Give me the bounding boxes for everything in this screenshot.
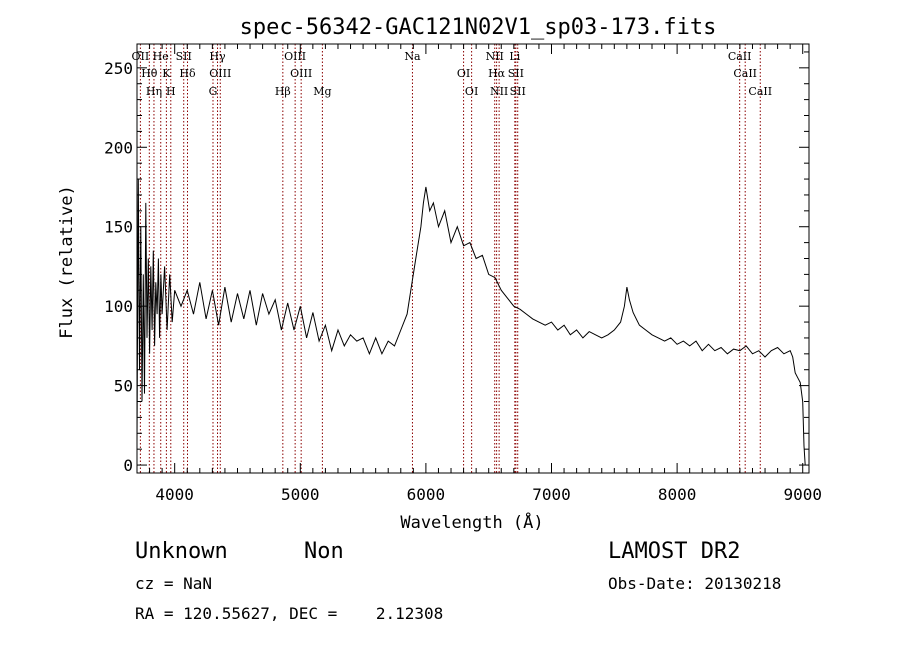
line-marker-label: Li — [509, 50, 520, 63]
line-marker-label: Hα — [488, 67, 506, 80]
line-marker-label: CaII — [733, 67, 757, 80]
y-tick-label: 250 — [104, 59, 133, 78]
survey-name: LAMOST DR2 — [608, 539, 741, 564]
line-marker-label: OIII — [290, 67, 312, 80]
line-marker-label: H — [166, 85, 176, 98]
redshift-cz: cz = NaN — [135, 574, 213, 593]
chart-title: spec-56342-GAC121N02V1_sp03-173.fits — [240, 15, 717, 40]
line-marker-label: Mg — [313, 85, 331, 98]
spectrum-line — [136, 179, 806, 466]
line-marker-label: Hθ — [141, 67, 158, 80]
line-marker-labels: OIIHθHηHeKHSIIHδGHγOIIIHβOIIIOIIIMgNaOIO… — [132, 50, 773, 98]
y-tick-label: 50 — [114, 377, 133, 396]
x-tick-label: 9000 — [783, 485, 822, 504]
x-tick-label: 4000 — [155, 485, 194, 504]
y-tick-label: 0 — [123, 456, 133, 475]
line-marker-label: OI — [457, 67, 470, 80]
coordinates: RA = 120.55627, DEC = 2.12308 — [135, 604, 444, 623]
line-marker-label: Hγ — [209, 50, 226, 63]
y-axis-label: Flux (relative) — [57, 185, 77, 339]
line-marker-label: Hδ — [179, 67, 196, 80]
line-marker-label: SII — [508, 67, 524, 80]
line-markers — [139, 44, 761, 473]
line-marker-label: K — [162, 67, 171, 80]
line-marker-label: He — [153, 50, 169, 63]
line-marker-label: OI — [465, 85, 478, 98]
line-marker-label: OIII — [209, 67, 231, 80]
line-marker-label: NII — [486, 50, 504, 63]
line-marker-label: SII — [176, 50, 192, 63]
x-tick-label: 5000 — [281, 485, 320, 504]
x-axis-label: Wavelength (Å) — [400, 511, 543, 533]
line-marker-label: Hβ — [275, 85, 291, 98]
line-marker-label: SII — [510, 85, 526, 98]
y-tick-label: 100 — [104, 297, 133, 316]
line-marker-label: OIII — [284, 50, 306, 63]
line-marker-label: NII — [490, 85, 508, 98]
y-tick-label: 200 — [104, 138, 133, 157]
object-subclass: Non — [304, 539, 344, 564]
object-class: Unknown — [135, 539, 228, 564]
line-marker-label: G — [209, 85, 218, 98]
y-axis-ticks: 0 50 100 150 200 250 — [104, 51, 809, 475]
x-axis-ticks: 4000 5000 6000 7000 8000 9000 — [136, 44, 822, 504]
observation-date: Obs-Date: 20130218 — [608, 574, 782, 593]
y-tick-label: 150 — [104, 218, 133, 237]
x-tick-label: 6000 — [407, 485, 446, 504]
x-tick-label: 8000 — [658, 485, 697, 504]
line-marker-label: CaII — [748, 85, 772, 98]
line-marker-label: CaII — [728, 50, 752, 63]
line-marker-label: OII — [132, 50, 150, 63]
x-tick-label: 7000 — [532, 485, 571, 504]
line-marker-label: Na — [404, 50, 421, 63]
line-marker-label: Hη — [146, 85, 162, 98]
plot-frame — [136, 43, 810, 474]
